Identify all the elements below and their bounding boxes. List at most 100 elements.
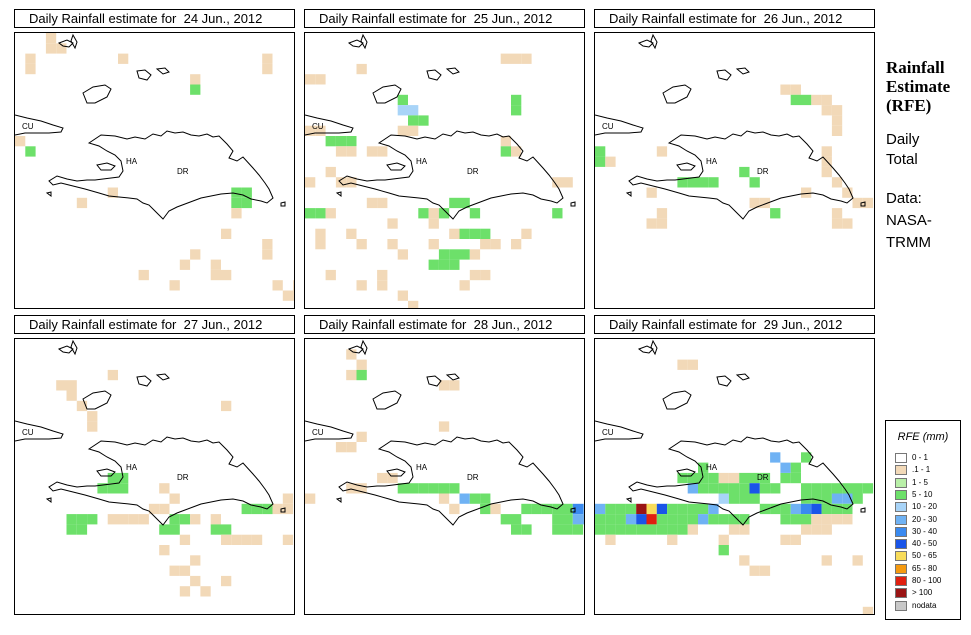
rainfall-cell	[397, 249, 408, 260]
rainfall-cell	[305, 74, 316, 85]
map-label-cuba: CU	[602, 122, 614, 131]
navassa-outline	[335, 191, 342, 197]
rainfall-cell	[667, 503, 678, 515]
rainfall-cell	[210, 514, 221, 525]
rainfall-cell	[469, 269, 481, 281]
rainfall-cell	[118, 483, 129, 494]
panel-title: Daily Rainfall estimate for 25 Jun., 201…	[304, 9, 585, 28]
turks-caicos-outline	[716, 375, 732, 387]
rainfall-cell	[346, 483, 357, 494]
rainfall-cell	[677, 503, 688, 515]
rainfall-cell	[241, 503, 252, 515]
rainfall-cell	[759, 503, 771, 515]
rainfall-cell	[831, 125, 843, 136]
rainfall-cell	[438, 208, 450, 219]
rainfall-cell	[780, 534, 791, 545]
rainfall-cell	[438, 249, 450, 260]
data-source-text: Data: NASA- TRMM	[886, 188, 932, 254]
legend-swatch	[895, 588, 907, 599]
rainfall-cell	[749, 565, 760, 576]
rainfall-cell	[718, 493, 729, 504]
rainfall-cell	[821, 524, 832, 535]
rainfall-cell	[831, 514, 843, 525]
rainfall-cell	[87, 421, 98, 432]
rainfall-cell	[811, 94, 822, 106]
rainfall-cell	[346, 369, 357, 381]
rainfall-cell	[605, 156, 616, 167]
rainfall-cell	[449, 503, 460, 515]
rainfall-cell	[511, 94, 522, 106]
legend-label: 30 - 40	[912, 526, 937, 536]
rainfall-cell	[169, 493, 180, 504]
mona-outline	[860, 507, 866, 513]
rainfall-cell	[272, 503, 283, 515]
legend-swatch	[895, 551, 907, 562]
gonave-island-outline	[96, 468, 116, 477]
rainfall-cell	[780, 84, 791, 95]
map-label-haiti: HA	[416, 463, 428, 472]
rainfall-cell	[387, 472, 398, 484]
mona-outline	[570, 201, 576, 207]
rainfall-cell	[315, 239, 326, 250]
rainfall-cell	[842, 493, 853, 504]
rainfall-cell	[572, 524, 584, 535]
rainfall-cell	[241, 534, 252, 545]
rainfall-cell	[811, 483, 822, 494]
rainfall-cell	[801, 503, 812, 515]
rainfall-cell	[262, 239, 273, 250]
map-panel: CU HA DR	[14, 32, 295, 309]
rainfall-cell	[251, 503, 263, 515]
rainfall-cell	[552, 177, 563, 188]
rainfall-cell	[159, 503, 170, 515]
rainfall-cell	[646, 503, 657, 515]
rainfall-cell	[210, 524, 221, 535]
rainfall-cell	[377, 472, 388, 484]
gonave-island-outline	[386, 162, 406, 171]
rainfall-cell	[335, 146, 347, 157]
rainfall-cell	[107, 514, 118, 525]
caicos-east-outline	[445, 373, 460, 381]
acklins-outline	[70, 33, 78, 50]
rainfall-cell	[656, 146, 668, 157]
rainfall-cell	[315, 228, 326, 239]
rainfall-cell	[107, 483, 118, 494]
rainfall-cell	[562, 524, 573, 535]
rainfall-cell	[852, 493, 863, 504]
rainfall-cell	[646, 524, 657, 535]
rainfall-cell	[231, 187, 242, 198]
rainfall-cell	[387, 218, 398, 229]
period-line: Daily	[886, 131, 920, 148]
rainfall-cell	[25, 63, 36, 75]
rainfall-cell	[728, 472, 740, 484]
turks-caicos-outline	[426, 69, 442, 81]
turks-caicos-outline	[136, 69, 152, 81]
rainfall-cell	[595, 146, 606, 157]
rainfall-cell	[583, 503, 584, 515]
rainfall-cell	[852, 197, 863, 209]
rainfall-cell	[605, 503, 616, 515]
legend-swatch	[895, 563, 907, 574]
rainfall-cell	[397, 290, 408, 301]
rainfall-cell	[821, 483, 832, 494]
legend-swatch	[895, 514, 907, 525]
rainfall-cell	[418, 208, 429, 219]
rainfall-cell	[728, 493, 740, 504]
rainfall-cell	[377, 146, 388, 157]
rainfall-cell	[728, 524, 740, 535]
rainfall-cell	[718, 472, 729, 484]
map-label-cuba: CU	[602, 428, 614, 437]
rainfall-cell	[169, 280, 180, 291]
rainfall-cell	[128, 514, 139, 525]
map-label-haiti: HA	[706, 463, 718, 472]
rainfall-cell	[656, 503, 668, 515]
rainfall-cell	[490, 239, 501, 250]
acklins-outline	[70, 339, 78, 356]
rainfall-cell	[698, 472, 709, 484]
period-line: Total	[886, 151, 918, 168]
map-panel: CU HA DR	[594, 32, 875, 309]
cuba-outline	[305, 420, 354, 442]
rainfall-cell	[636, 514, 647, 525]
rainfall-cell	[293, 280, 294, 291]
rainfall-cell	[107, 187, 118, 198]
legend-label: 0 - 1	[912, 453, 929, 462]
